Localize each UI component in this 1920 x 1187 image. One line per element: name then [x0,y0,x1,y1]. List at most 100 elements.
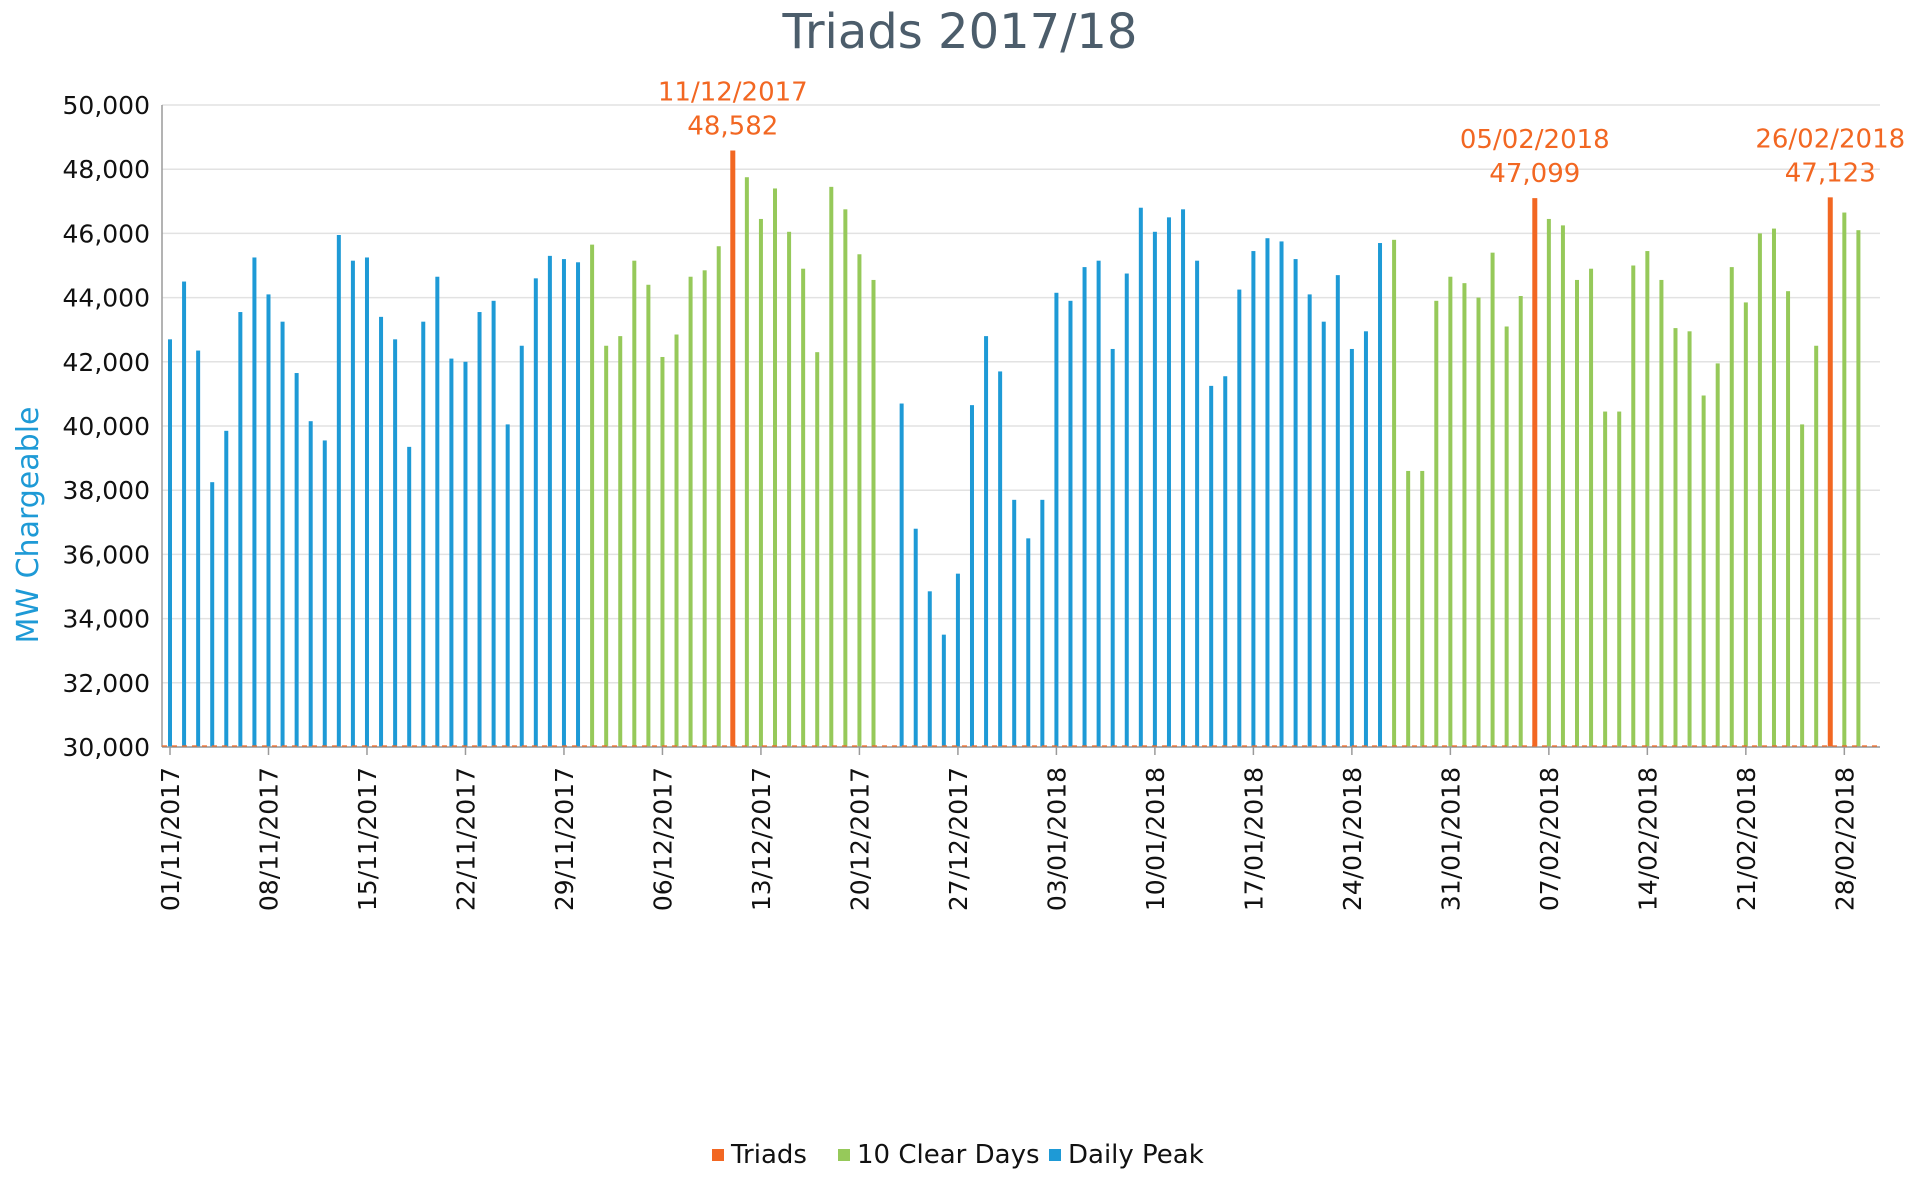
triad-value-label: 47,123 [1785,158,1876,188]
bar-daily-peak [1251,251,1256,747]
bar-10-clear-days [857,254,862,747]
bar-daily-peak [1209,385,1214,747]
bar-daily-peak [1195,260,1200,747]
bar-daily-peak [1152,231,1157,748]
bar-daily-peak [364,257,369,747]
bar-10-clear-days [1645,251,1650,747]
bar-daily-peak [393,339,398,747]
bar-10-clear-days [1715,363,1720,747]
bar-daily-peak [168,339,172,747]
bar-daily-peak [1096,260,1101,747]
gridlines [162,104,1880,748]
bar-daily-peak [1012,499,1017,747]
bar-daily-peak [308,421,313,747]
x-tick-label: 27/12/2017 [944,767,973,911]
bar-daily-peak [421,321,426,747]
bar-daily-peak [984,336,989,747]
bar-daily-peak [322,440,327,747]
bar-daily-peak [1040,499,1045,747]
bar-10-clear-days [1490,252,1495,747]
x-tick-label: 03/01/2018 [1042,767,1071,911]
bar-triads [1827,197,1833,748]
bar-daily-peak [899,403,904,747]
bar-10-clear-days [1392,239,1397,747]
x-tick-label: 21/02/2018 [1732,767,1761,911]
bar-triads [1532,198,1538,748]
bar-10-clear-days [815,352,820,747]
legend-swatch [1049,1149,1061,1161]
legend-swatch [838,1149,850,1161]
bar-10-clear-days [1856,230,1861,747]
bar-daily-peak [224,430,229,747]
bar-10-clear-days [758,218,763,747]
legend-label: Triads [730,1140,807,1170]
bar-10-clear-days [632,260,637,747]
bar-10-clear-days [744,177,749,748]
y-tick-label: 34,000 [63,605,150,634]
y-tick-label: 30,000 [63,733,150,762]
bar-10-clear-days [1631,265,1636,747]
bar-daily-peak [336,235,341,747]
y-tick-label: 38,000 [63,476,150,505]
bar-daily-peak [941,634,946,747]
bar-10-clear-days [1589,268,1594,747]
bar-daily-peak [1279,241,1284,748]
bar-10-clear-days [1504,326,1509,747]
y-tick-label: 32,000 [63,669,150,698]
bar-daily-peak [294,373,299,747]
bar-10-clear-days [1560,225,1565,747]
bar-daily-peak [1082,267,1087,747]
triad-date-label: 05/02/2018 [1460,125,1610,155]
x-tick-label: 22/11/2017 [451,767,480,911]
bar-10-clear-days [787,231,792,748]
x-tick-label: 13/12/2017 [747,767,776,911]
bar-daily-peak [1237,289,1242,747]
bar-daily-peak [505,424,510,747]
bar-10-clear-days [688,276,693,747]
bar-daily-peak [1307,294,1312,747]
bar-10-clear-days [604,345,609,747]
bar-10-clear-days [1687,331,1692,747]
legend-label: 10 Clear Days [857,1140,1040,1170]
bar-daily-peak [955,573,960,747]
x-tick-label: 31/01/2018 [1436,767,1465,911]
bar-daily-peak [1166,217,1171,748]
bar-daily-peak [969,405,974,747]
bar-daily-peak [196,350,201,747]
bar-10-clear-days [716,246,721,748]
bar-daily-peak [1138,207,1143,748]
bar-daily-peak [182,281,187,747]
y-tick-label: 40,000 [63,412,150,441]
bar-10-clear-days [1476,297,1481,747]
bar-10-clear-days [618,336,623,747]
triad-value-label: 47,099 [1489,159,1580,189]
x-tick-label: 01/11/2017 [156,767,185,911]
bar-daily-peak [379,316,384,747]
y-tick-label: 46,000 [63,219,150,248]
y-axis-ticks: 30,000 32,000 34,000 36,000 38,000 40,000 42,0… [63,91,150,762]
bar-daily-peak [350,260,355,747]
bar-triads [730,150,736,747]
bar-10-clear-days [843,209,848,747]
bar-10-clear-days [871,279,876,747]
bar-10-clear-days [1462,283,1467,747]
bar-daily-peak [238,312,243,747]
x-tick-label: 14/02/2018 [1633,767,1662,911]
bar-10-clear-days [1518,295,1523,747]
x-tick-label: 29/11/2017 [550,767,579,911]
bars [168,150,1861,748]
x-tick-label: 07/02/2018 [1535,767,1564,911]
legend-swatch [712,1149,724,1161]
triad-value-label: 48,582 [687,112,778,142]
bar-daily-peak [1363,331,1368,747]
y-tick-label: 42,000 [63,348,150,377]
bar-daily-peak [1068,300,1073,747]
triad-annotations: 11/12/2017 48,582 05/02/2018 47,099 26/02/20… [658,78,1905,190]
bar-10-clear-days [1406,470,1411,747]
bar-daily-peak [463,361,468,747]
bar-daily-peak [407,446,412,747]
bar-10-clear-days [590,244,595,747]
bar-10-clear-days [773,188,778,747]
bar-daily-peak [547,255,552,747]
bar-daily-peak [1054,292,1059,747]
